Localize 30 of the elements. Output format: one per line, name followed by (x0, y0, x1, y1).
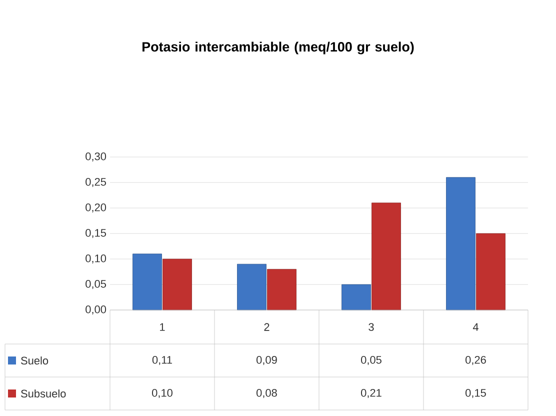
data-label: 0,11 (152, 356, 172, 366)
y-tick-label: 0,30 (86, 152, 106, 162)
bar (446, 177, 476, 310)
y-tick-label: 0,00 (86, 305, 106, 315)
bar (237, 264, 266, 310)
x-tick-label: 1 (160, 323, 165, 331)
y-tick-label: 0,15 (86, 228, 106, 238)
bar (267, 269, 296, 310)
y-tick-label: 0,05 (86, 280, 106, 290)
y-tick-label: 0,20 (86, 203, 106, 213)
x-tick-label: 2 (264, 323, 270, 331)
x-tick-label: 4 (472, 323, 478, 331)
bar (162, 258, 192, 310)
y-tick-label: 0,25 (86, 178, 106, 188)
data-label: 0,21 (361, 388, 382, 398)
bar (476, 233, 506, 310)
data-label: 0,10 (152, 388, 172, 398)
legend-label: Suelo (21, 356, 48, 365)
bar (372, 202, 401, 310)
legend-label: Subsuelo (21, 389, 66, 398)
y-tick-label: 0,10 (86, 254, 106, 264)
bar (132, 254, 162, 310)
chart-title: Potasio intercambiable (meq/100 gr suelo) (142, 42, 414, 54)
data-label: 0,05 (361, 356, 382, 366)
x-tick-label: 3 (368, 323, 374, 331)
data-label: 0,08 (256, 388, 277, 398)
data-label: 0,15 (466, 388, 486, 398)
data-label: 0,09 (256, 356, 277, 366)
data-label: 0,26 (466, 356, 486, 366)
bar (342, 284, 371, 310)
